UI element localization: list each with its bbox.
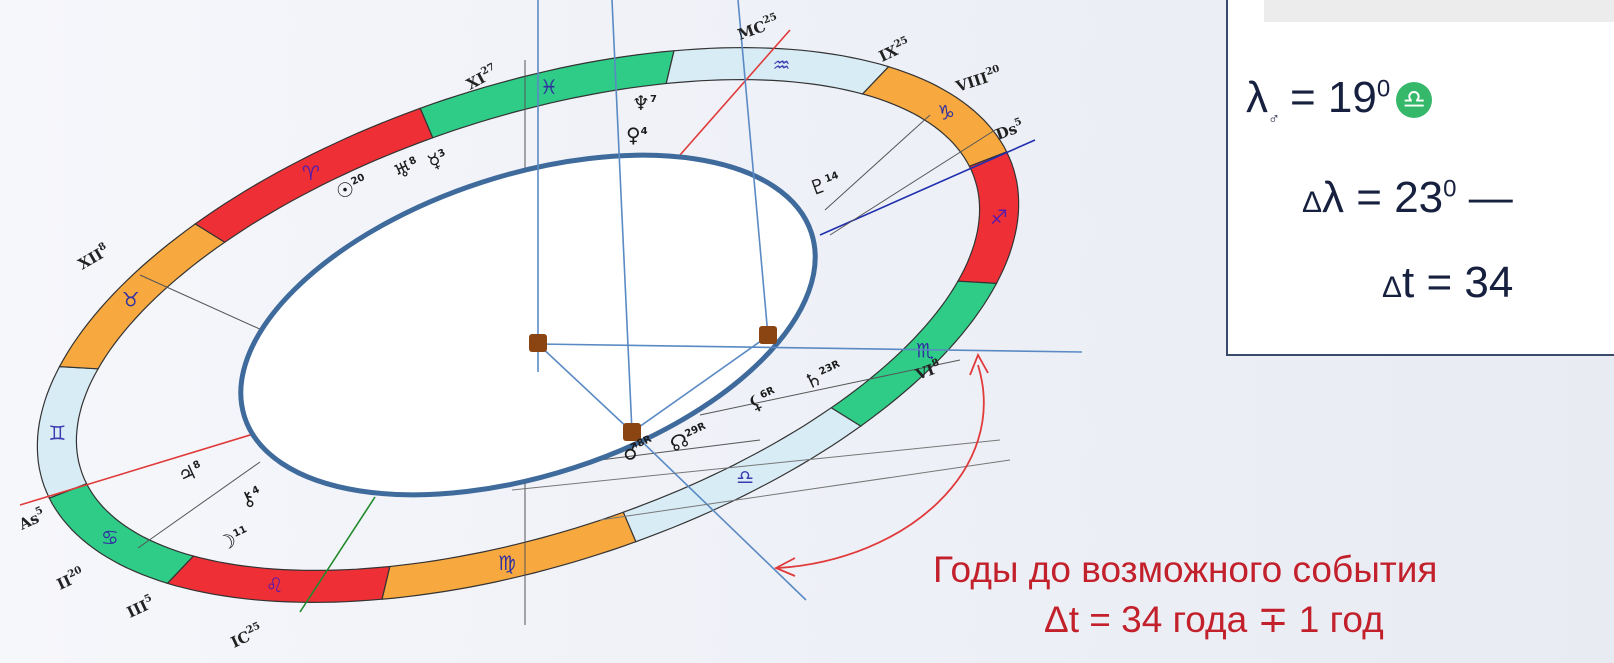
asc-desc-axis <box>19 431 261 506</box>
proj-mars-line <box>631 431 807 601</box>
house-lines <box>19 29 1036 625</box>
zodiac-glyph-leo: ♌ <box>266 573 284 597</box>
delta-symbol-2: Δ <box>1382 271 1403 304</box>
planet-mercury-icon: ☿3 <box>424 145 452 175</box>
house-label-ix: IX25 <box>876 35 914 66</box>
marker-right <box>759 326 777 344</box>
house-label-ds: Ds5 <box>993 116 1026 144</box>
mars-subscript: ♂ <box>1268 111 1280 128</box>
mc-axis-line <box>679 29 791 156</box>
cusp-2 <box>137 461 261 549</box>
proj-vertical-3 <box>737 0 769 337</box>
formula-box: λ♂ = 190 ♎ Δλ = 230 — Δt = 34 <box>1226 0 1614 356</box>
degree-sup-1: 0 <box>1376 75 1391 103</box>
formula-longitude: λ♂ = 190 ♎ <box>1246 73 1433 128</box>
zodiac-glyph-aquarius: ♒ <box>773 53 791 77</box>
proj-horizontal <box>537 343 1083 353</box>
formula-box-header <box>1264 0 1614 22</box>
zodiac-segment-gemini <box>36 365 100 499</box>
arc-arrow-top <box>969 352 989 376</box>
zodiac-glyphs: ♓ ♒ ♑ ♐ ♏ ♎ ♍ ♌ ♋ ♊ ♉ ♈ <box>48 53 1007 597</box>
zodiac-glyph-libra: ♎ <box>736 465 754 489</box>
zodiac-segment-sagittarius <box>956 151 1020 285</box>
proj-vertical-2 <box>611 0 633 433</box>
zodiac-segment-taurus <box>58 223 226 370</box>
house-label-viii: VIII20 <box>952 63 1003 96</box>
proj-cross-line <box>511 439 1001 491</box>
zodiac-glyph-virgo: ♍ <box>498 551 516 575</box>
markers <box>529 326 777 441</box>
lambda-symbol: λ <box>1246 73 1268 122</box>
zodiac-segment-scorpio <box>830 280 998 427</box>
time-arc-path <box>777 364 985 569</box>
longitude-value: = 19 <box>1290 73 1377 122</box>
formula-delta-lambda: Δλ = 230 — <box>1302 173 1513 223</box>
dash: — <box>1456 173 1513 222</box>
planet-pluto-icon: ♇14 <box>806 167 844 200</box>
time-arc <box>773 352 989 577</box>
inner-circle <box>238 152 818 498</box>
arc-arrow-bottom <box>773 557 796 577</box>
planet-neptune-icon: ♆7 <box>632 91 657 115</box>
zodiac-glyph-aries: ♈ <box>302 161 320 185</box>
house-label-ii: II20 <box>54 565 87 594</box>
zodiac-glyph-capricorn: ♑ <box>937 101 955 125</box>
planet-chiron-icon: ⚷4 <box>236 482 266 513</box>
house-label-mc: MC25 <box>735 11 781 43</box>
delta-lambda-value: λ = 23 <box>1322 173 1444 222</box>
caption-interval: Δt = 34 года ∓ 1 год <box>1044 599 1384 640</box>
delta-t-value: t = 34 <box>1402 258 1514 307</box>
proj-cross-line-2 <box>599 459 1011 521</box>
formula-delta-t: Δt = 34 <box>1382 258 1513 308</box>
zodiac-segment-aries <box>194 107 434 243</box>
degree-sup-2: 0 <box>1443 175 1457 203</box>
marker-center <box>529 334 547 352</box>
zodiac-glyph-gemini: ♊ <box>48 421 66 445</box>
planet-uranus-icon: ♅8 <box>390 152 423 184</box>
house-label-as: As5 <box>15 505 48 534</box>
house-label-xii: XII8 <box>75 241 113 274</box>
ic-axis-line <box>299 496 376 613</box>
caption-title: Годы до возможного события <box>933 549 1438 590</box>
house-label-ic: IC25 <box>228 620 266 651</box>
house-label-iii: III5 <box>124 593 157 622</box>
desc-axis-line <box>819 139 1036 236</box>
zodiac-glyph-cancer: ♋ <box>101 526 119 550</box>
cusp-6 <box>699 359 961 416</box>
planet-moon-icon: ☽11 <box>214 521 253 556</box>
zodiac-glyph-pisces: ♓ <box>540 75 558 99</box>
cusp-8 <box>829 129 996 236</box>
proj-diagonal-2 <box>631 335 769 433</box>
libra-icon: ♎ <box>1396 82 1433 119</box>
cusp-9 <box>824 114 931 211</box>
zodiac-glyph-sagittarius: ♐ <box>990 205 1008 229</box>
proj-diagonal-1 <box>537 343 633 433</box>
planet-venus-icon: ♀4 <box>626 123 648 147</box>
delta-symbol-1: Δ <box>1302 186 1323 219</box>
marker-mars <box>623 423 641 441</box>
projection-lines <box>511 0 1083 601</box>
zodiac-glyph-taurus: ♉ <box>122 288 140 312</box>
zodiac-glyph-scorpio: ♏ <box>916 339 934 363</box>
planet-jupiter-icon: ♃8 <box>174 456 207 488</box>
zodiac-ring <box>36 46 1020 604</box>
